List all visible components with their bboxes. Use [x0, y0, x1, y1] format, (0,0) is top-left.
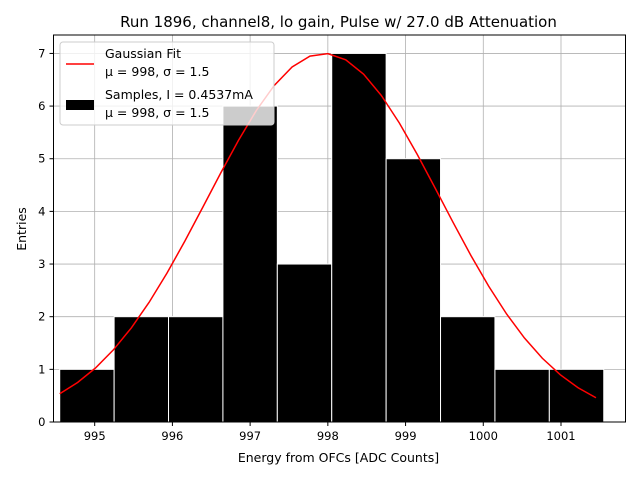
histogram-bar — [113, 316, 170, 423]
legend-box — [59, 41, 275, 126]
x-tick-label: 997 — [239, 429, 261, 443]
y-tick-label: 1 — [38, 362, 45, 376]
y-tick-label: 2 — [38, 310, 45, 324]
histogram-bar — [276, 263, 333, 423]
y-tick-label: 6 — [38, 99, 45, 113]
histogram-bars — [59, 52, 605, 423]
legend-samples-stats: μ = 998, σ = 1.5 — [105, 105, 209, 120]
y-tick-label: 4 — [38, 204, 45, 218]
legend-fit-stats: μ = 998, σ = 1.5 — [105, 64, 209, 79]
histogram-bar — [168, 316, 224, 423]
y-tick-label: 5 — [38, 152, 45, 166]
x-axis-ticks: 995 996 997 998 999 1000 1001 — [84, 422, 576, 443]
histogram-bar — [440, 316, 496, 423]
x-axis-label: Energy from OFCs [ADC Counts] — [238, 450, 439, 465]
x-tick-label: 998 — [317, 429, 339, 443]
y-tick-label: 7 — [38, 46, 45, 60]
histogram-bar — [59, 368, 115, 423]
x-tick-label: 1001 — [546, 429, 575, 443]
histogram-bar — [331, 52, 387, 423]
histogram-bar — [385, 158, 442, 423]
y-tick-label: 0 — [38, 415, 45, 429]
legend: Gaussian Fit μ = 998, σ = 1.5 Samples, I… — [59, 41, 275, 126]
histogram-bar — [494, 368, 550, 423]
x-tick-label: 999 — [395, 429, 417, 443]
histogram-bar — [548, 368, 605, 423]
legend-samples-label: Samples, I = 0.4537mA — [105, 87, 253, 102]
gaussian-fit-line — [59, 52, 597, 399]
legend-fit-label: Gaussian Fit — [105, 46, 181, 61]
legend-samples-swatch — [66, 100, 94, 110]
y-tick-label: 3 — [38, 257, 45, 271]
plot-frame — [53, 34, 626, 423]
x-tick-label: 995 — [84, 429, 106, 443]
x-tick-label: 1000 — [469, 429, 498, 443]
y-axis-label: Entries — [14, 207, 29, 251]
y-axis-ticks: 0 1 2 3 4 5 6 7 — [38, 46, 54, 429]
histogram-bar — [222, 105, 278, 423]
chart-title: Run 1896, channel8, lo gain, Pulse w/ 27… — [120, 13, 557, 31]
gaussian-fit — [59, 52, 597, 399]
x-tick-label: 996 — [161, 429, 183, 443]
